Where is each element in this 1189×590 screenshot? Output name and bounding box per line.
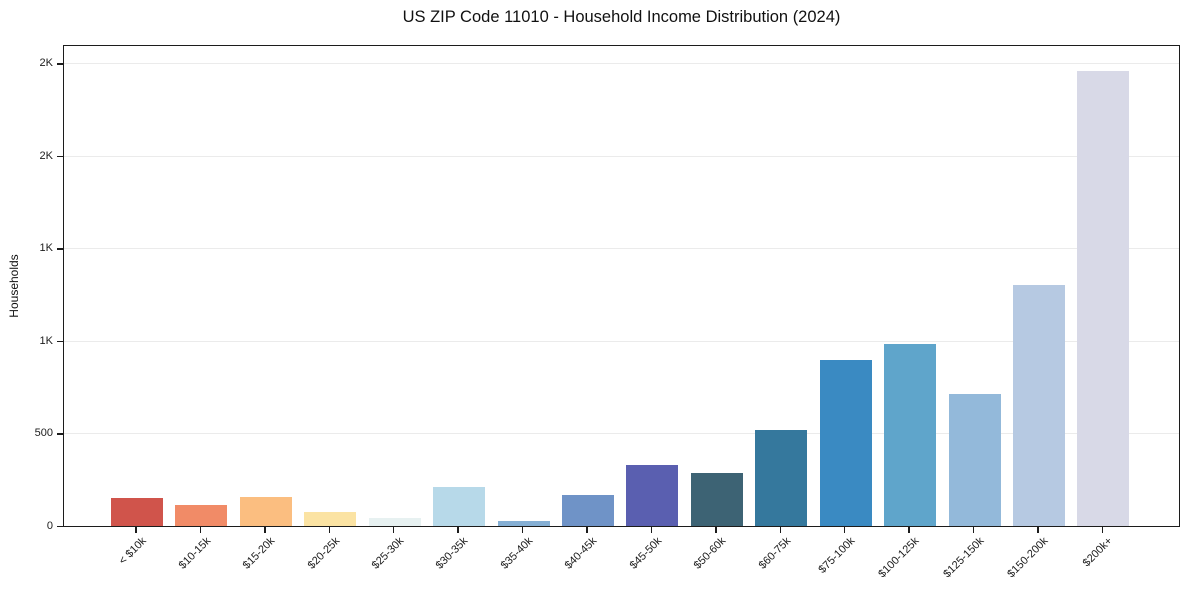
bar-60-75k [755,430,808,526]
gridline [64,155,1179,157]
y-tick-label: 2K [39,57,53,70]
bar-10k [111,498,163,526]
y-tick-mark [57,63,63,65]
x-tick-label: $125-150k [940,535,987,581]
bar-40-45k [562,495,614,526]
x-tick-mark [135,527,137,533]
y-tick-mark [57,525,63,527]
bar-100-125k [884,344,937,526]
bar-75-100k [819,359,872,526]
y-tick-mark [57,248,63,250]
y-tick-label: 2K [39,149,53,162]
x-tick-mark [1101,527,1104,533]
x-tick-mark [586,527,588,533]
y-tick-label: 1K [39,242,53,255]
x-tick-label: $150-200k [1005,535,1051,581]
x-tick-label: $15-20k [240,535,278,572]
x-tick-mark [972,527,975,533]
chart-title: US ZIP Code 11010 - Household Income Dis… [402,8,841,26]
x-tick-label: $25-30k [369,535,407,572]
x-tick-mark [521,527,524,533]
gridline [64,248,1179,250]
x-tick-label: $10-15k [176,535,213,572]
bar-125-150k [948,393,1001,526]
y-tick-mark [57,155,63,158]
x-tick-mark [650,527,653,533]
x-tick-label: $200k+ [1080,535,1115,570]
x-tick-label: $100-125k [876,535,922,581]
bar-45-50k [626,464,679,526]
x-tick-label: $75-100k [816,535,858,576]
plot-area [63,45,1180,527]
y-tick-label: 1K [39,334,53,347]
bar-30-35k [433,487,486,526]
y-tick-label: 0 [46,519,53,532]
x-tick-label: $20-25k [305,535,342,572]
x-tick-mark [1037,527,1039,533]
bar-50-60k [690,473,743,526]
x-tick-mark [457,527,459,533]
gridline [64,433,1179,435]
bar-200k [1077,70,1130,526]
x-tick-mark [199,527,202,533]
bar-150-200k [1013,285,1066,526]
bar-25-30k [368,517,421,526]
y-tick-mark [57,433,63,435]
bar-15-20k [239,496,292,526]
y-tick-mark [57,340,63,343]
x-tick-label: $45-50k [627,535,664,572]
x-tick-label: < $10k [116,535,149,568]
y-axis-label: Households [7,254,21,318]
x-tick-mark [715,527,717,533]
bar-20-25k [304,511,357,526]
x-tick-label: $60-75k [756,535,793,572]
gridline [64,63,1179,65]
gridline [64,340,1179,342]
x-tick-label: $50-60k [691,535,729,572]
x-tick-mark [328,527,331,533]
x-tick-mark [779,527,782,533]
x-tick-label: $40-45k [562,535,600,572]
bar-10-15k [175,505,228,526]
x-tick-label: $30-35k [434,535,471,572]
x-tick-mark [392,527,395,533]
x-tick-mark [843,527,846,533]
bar-35-40k [497,520,550,526]
y-tick-label: 500 [34,427,53,440]
x-tick-label: $35-40k [498,535,536,572]
x-tick-mark [264,527,266,533]
x-tick-mark [908,527,910,533]
